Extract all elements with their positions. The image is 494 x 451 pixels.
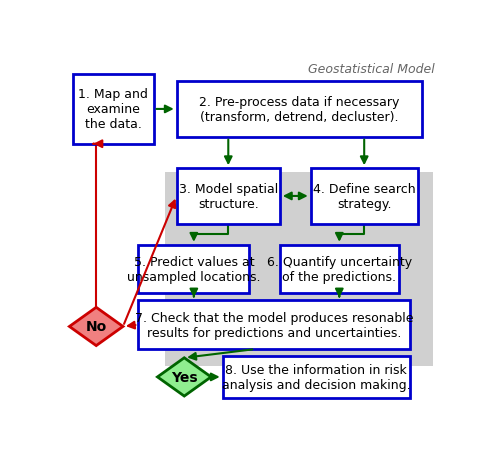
- Text: Yes: Yes: [171, 370, 198, 384]
- Text: Geostatistical Model: Geostatistical Model: [308, 63, 435, 76]
- Text: 3. Model spatial
structure.: 3. Model spatial structure.: [179, 183, 278, 211]
- Bar: [138, 301, 410, 349]
- Text: 2. Pre-process data if necessary
(transform, detrend, decluster).: 2. Pre-process data if necessary (transf…: [199, 96, 399, 124]
- Bar: [165, 172, 433, 367]
- Bar: [177, 82, 421, 138]
- Text: 1. Map and
examine
the data.: 1. Map and examine the data.: [79, 88, 148, 131]
- Bar: [311, 169, 418, 224]
- Text: No: No: [85, 320, 107, 334]
- Text: 8. Use the information in risk
analysis and decision making.: 8. Use the information in risk analysis …: [222, 363, 411, 391]
- Text: 7. Check that the model produces resonable
results for predictions and uncertain: 7. Check that the model produces resonab…: [135, 311, 413, 339]
- Text: 6. Quantify uncertainty
of the predictions.: 6. Quantify uncertainty of the predictio…: [267, 255, 412, 283]
- Polygon shape: [69, 308, 123, 346]
- Bar: [222, 356, 410, 398]
- Polygon shape: [158, 358, 211, 396]
- Text: 4. Define search
strategy.: 4. Define search strategy.: [313, 183, 415, 211]
- Bar: [177, 169, 280, 224]
- Bar: [280, 245, 399, 294]
- Bar: [73, 75, 154, 144]
- Bar: [138, 245, 249, 294]
- Text: 5. Predict values at
unsampled locations.: 5. Predict values at unsampled locations…: [127, 255, 260, 283]
